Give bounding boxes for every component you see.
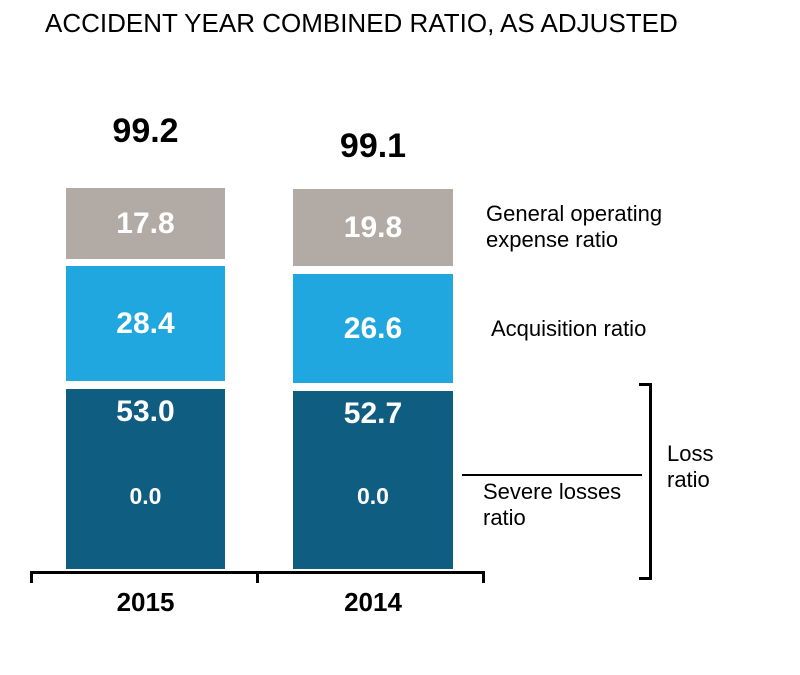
bar-segment-loss-ratio-2015: 53.0 bbox=[66, 389, 225, 569]
severe-losses-ratio-label: Severe losses ratio bbox=[483, 479, 622, 530]
bar-segment-general-operating-expense-ratio-2015: 17.8 bbox=[66, 188, 225, 259]
category-label-2014: 2014 bbox=[344, 587, 402, 617]
segment-value-label: 19.8 bbox=[343, 210, 403, 244]
segment-value-label: 17.8 bbox=[116, 206, 175, 240]
bar-segment-general-operating-expense-ratio-2014: 19.8 bbox=[293, 189, 453, 266]
general-operating-expense-ratio-label: General operating expense ratio bbox=[486, 201, 663, 252]
severe-losses-value-2014: 0.0 bbox=[357, 483, 389, 509]
segment-value-label: 53.0 bbox=[116, 395, 175, 428]
segment-value-label: 26.6 bbox=[343, 311, 403, 345]
segment-value-label: 28.4 bbox=[116, 306, 175, 340]
x-axis-tick-right bbox=[482, 571, 485, 583]
chart-title: ACCIDENT YEAR COMBINED RATIO, AS ADJUSTE… bbox=[45, 8, 678, 38]
severe-losses-value-2015: 0.0 bbox=[129, 483, 162, 509]
total-label-2015: 99.2 bbox=[112, 112, 179, 150]
x-axis-tick-left bbox=[30, 571, 33, 583]
bar-segment-loss-ratio-2014: 52.7 bbox=[293, 391, 453, 569]
severe-losses-pointer-line bbox=[462, 474, 642, 476]
bar-segment-acquisition-ratio-2014: 26.6 bbox=[293, 274, 453, 383]
bar-segment-acquisition-ratio-2015: 28.4 bbox=[66, 266, 225, 381]
x-axis-tick-middle bbox=[256, 571, 259, 583]
acquisition-ratio-label: Acquisition ratio bbox=[491, 316, 647, 341]
category-label-2015: 2015 bbox=[116, 587, 175, 617]
total-label-2014: 99.1 bbox=[339, 127, 407, 165]
loss-ratio-bracket bbox=[639, 383, 652, 580]
segment-value-label: 52.7 bbox=[343, 397, 403, 430]
loss-ratio-label: Loss ratio bbox=[667, 441, 714, 492]
